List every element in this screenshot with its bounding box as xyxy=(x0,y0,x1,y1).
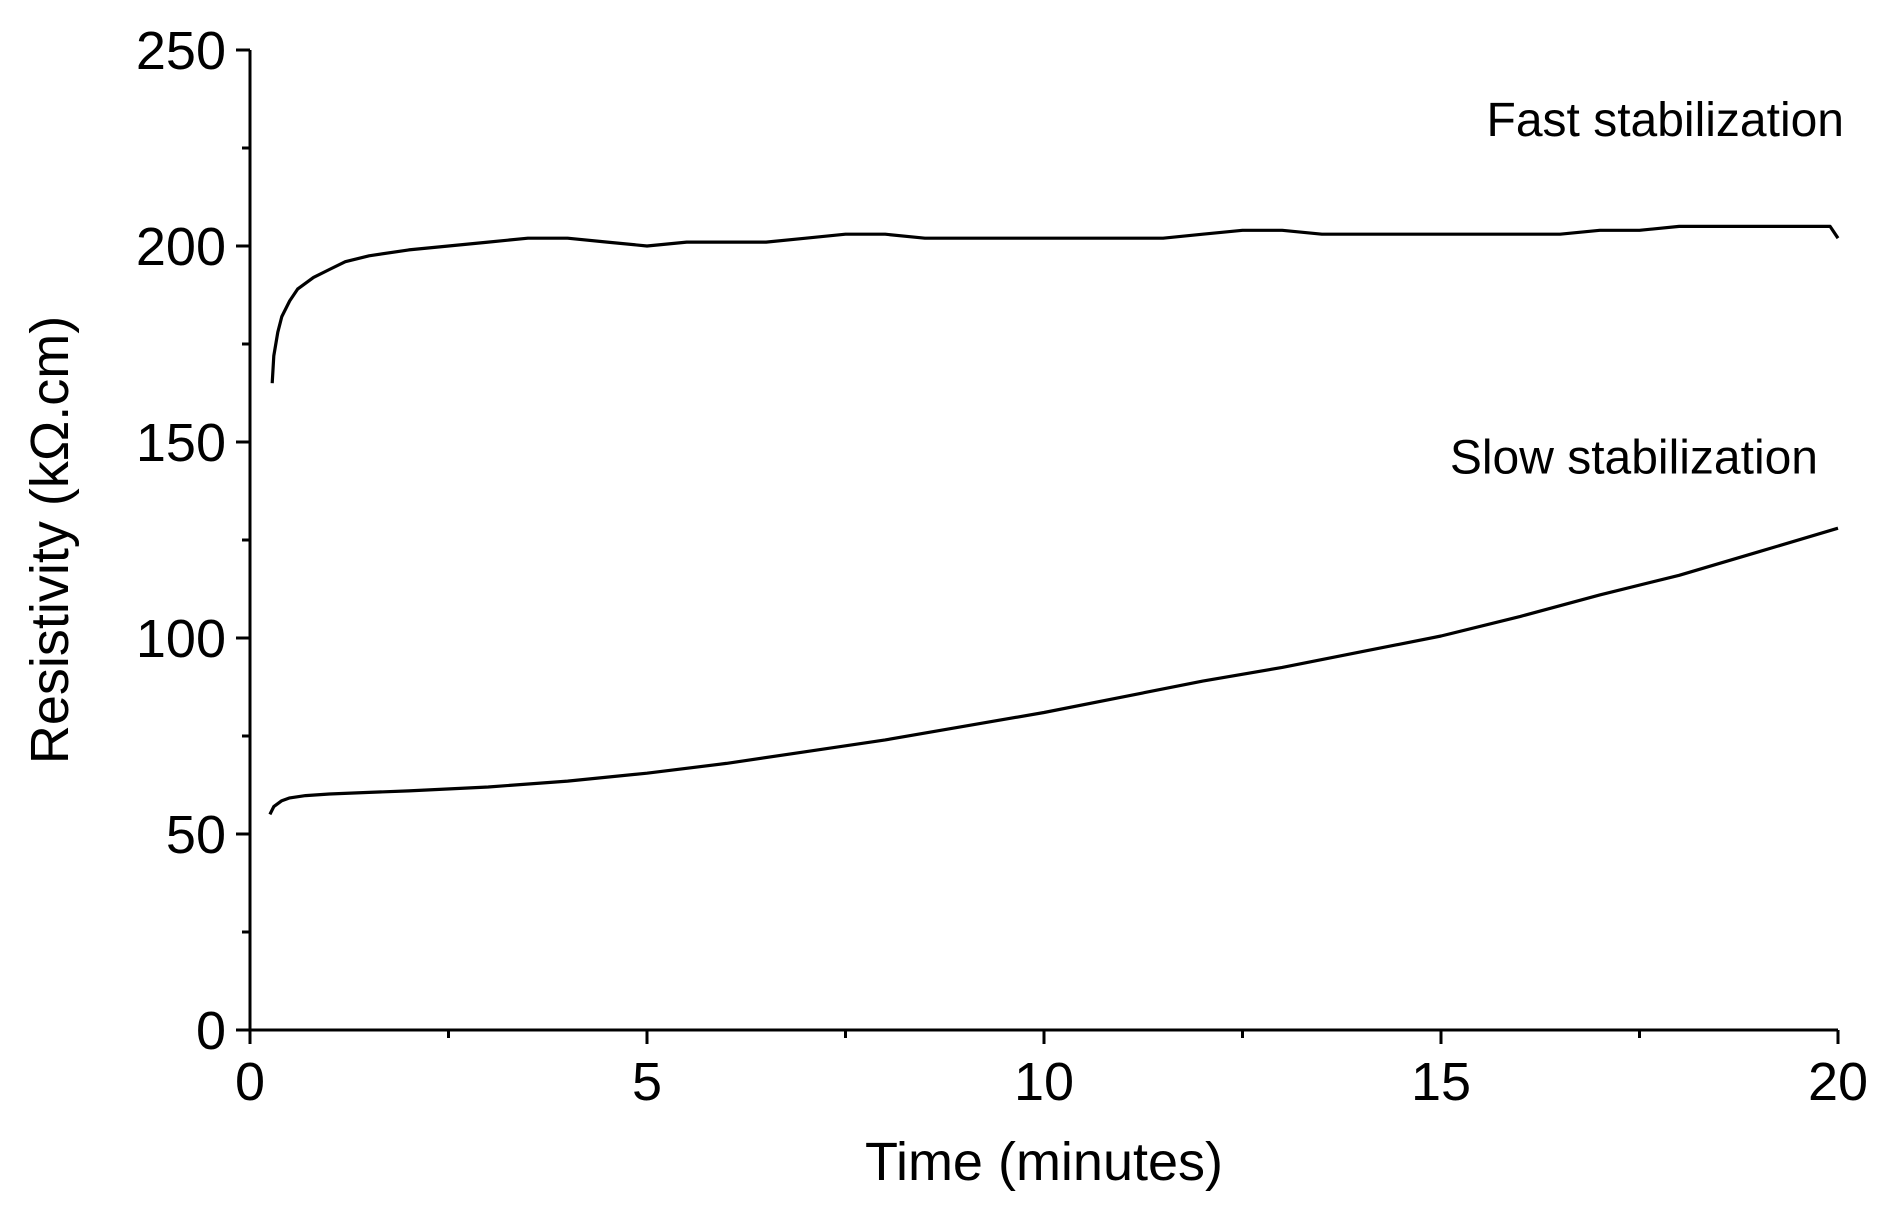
annotation-slow-stabilization: Slow stabilization xyxy=(1450,431,1818,484)
x-tick-label: 10 xyxy=(1014,1052,1074,1112)
series-line-slow-stabilization xyxy=(268,526,1839,816)
annotations: Fast stabilization Slow stabilization xyxy=(1450,94,1844,484)
y-tick-label: 200 xyxy=(136,217,226,277)
y-tick-label: 0 xyxy=(196,1001,226,1061)
x-tick-label: 15 xyxy=(1411,1052,1471,1112)
axes xyxy=(248,50,1838,1032)
annotation-fast-stabilization: Fast stabilization xyxy=(1487,94,1845,147)
x-tick-label: 5 xyxy=(632,1052,662,1112)
x-tick-label: 20 xyxy=(1808,1052,1868,1112)
x-axis-title: Time (minutes) xyxy=(865,1132,1223,1192)
y-axis-title: Resistivity (kΩ.cm) xyxy=(20,316,80,764)
x-tick-label: 0 xyxy=(235,1052,265,1112)
y-tick-label: 50 xyxy=(166,805,226,865)
y-tick-label: 250 xyxy=(136,21,226,81)
y-tick-label: 150 xyxy=(136,413,226,473)
series-layer xyxy=(268,224,1840,816)
series-line-fast-stabilization xyxy=(270,224,1840,384)
y-tick-label: 100 xyxy=(136,609,226,669)
ticks xyxy=(236,48,1840,1044)
tick-labels: 0 50 100 150 200 250 0 5 10 15 20 xyxy=(136,21,1868,1112)
